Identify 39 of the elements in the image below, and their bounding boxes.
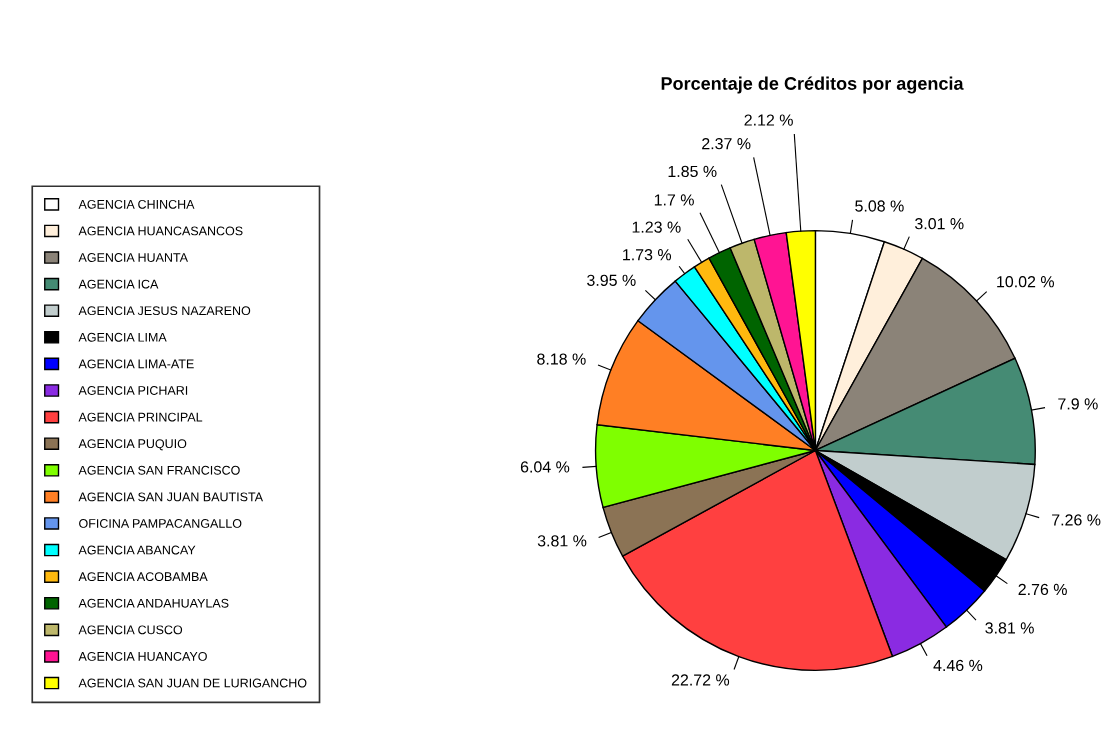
data-label: 7.9 % — [1058, 398, 1098, 410]
data-label: 3.01 % — [915, 218, 964, 230]
data-label: 10.02 % — [997, 276, 1054, 288]
legend-label: OFICINA PAMPACANGALLO — [79, 519, 242, 528]
data-label: 5.08 % — [855, 200, 904, 212]
legend-label: AGENCIA HUANTA — [78, 253, 188, 262]
data-label: 3.81 % — [537, 535, 587, 547]
legend-label: AGENCIA HUANCASANCOS — [78, 226, 243, 236]
legend-label: AGENCIA CHINCHA — [78, 199, 195, 209]
legend-label: AGENCIA ICA — [78, 279, 159, 289]
legend-label: AGENCIA PRINCIPAL — [78, 412, 203, 422]
legend-label: AGENCIA ABANCAY — [78, 545, 196, 555]
legend-label: AGENCIA SAN JUAN BAUTISTA — [78, 492, 264, 502]
legend-label: AGENCIA PICHARI — [78, 386, 188, 395]
legend-label: AGENCIA PUQUIO — [78, 439, 187, 451]
legend-label: AGENCIA LIMA — [78, 332, 167, 342]
data-label: 7.26 % — [1052, 514, 1101, 526]
legend-label: AGENCIA ANDAHUAYLAS — [78, 598, 229, 608]
chart-title: Porcentaje de Créditos por agencia — [661, 76, 964, 94]
data-label: 2.37 % — [702, 137, 751, 150]
data-label: 2.12 % — [744, 114, 793, 126]
legend-label: AGENCIA HUANCAYO — [78, 651, 207, 661]
legend-label: AGENCIA ACOBAMBA — [78, 572, 208, 582]
data-label: 3.95 % — [587, 274, 636, 286]
data-label: 1.73 % — [623, 249, 672, 261]
data-label: 1.23 % — [632, 221, 681, 233]
legend-label: AGENCIA SAN JUAN DE LURIGANCHO — [78, 678, 307, 688]
data-label: 8.18 % — [537, 353, 586, 365]
data-label: 4.46 % — [933, 659, 983, 672]
data-label: 22.72 % — [671, 674, 730, 686]
data-label: 3.81 % — [985, 622, 1034, 634]
data-label: 1.7 % — [654, 194, 694, 206]
legend-label: AGENCIA JESUS NAZARENO — [78, 306, 251, 316]
legend-label: AGENCIA LIMA-ATE — [78, 359, 194, 369]
data-label: 2.76 % — [1018, 583, 1067, 596]
data-label: 6.04 % — [520, 461, 570, 473]
legend-label: AGENCIA SAN FRANCISCO — [78, 465, 240, 475]
data-label: 1.85 % — [668, 165, 717, 178]
legend-label: AGENCIA CUSCO — [78, 625, 183, 635]
